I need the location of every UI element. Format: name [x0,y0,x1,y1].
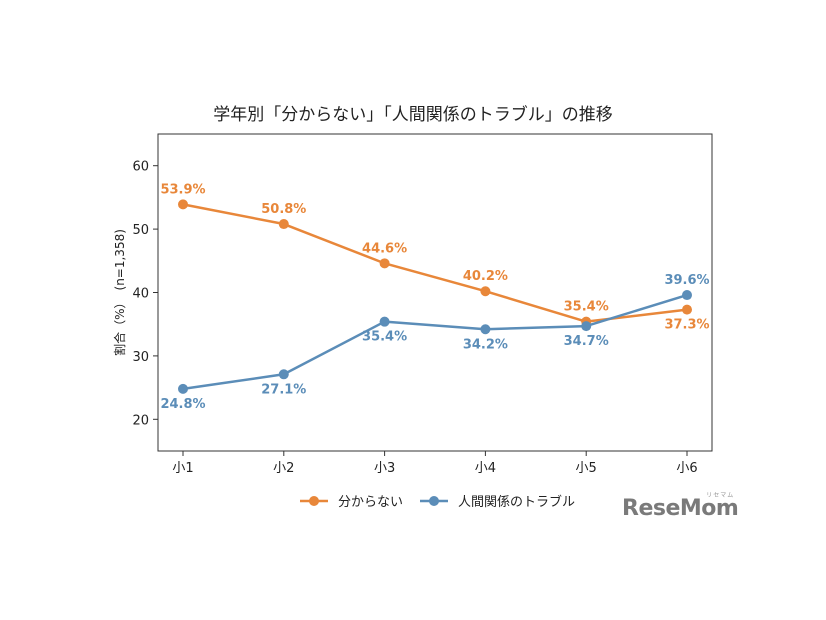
data-point [682,304,692,315]
data-label: 50.8% [261,202,306,217]
data-point [178,199,188,210]
data-point [379,316,390,327]
x-tick-label: 小5 [576,461,597,476]
y-tick-label: 30 [132,350,149,365]
resemom-logo: ReseMom リセマム [622,492,739,521]
logo-text: ReseMom [622,496,739,521]
data-label: 39.6% [664,273,709,288]
data-label: 35.4% [362,330,407,345]
series-line-2 [182,293,688,391]
legend-label: 分からない [338,495,403,510]
y-tick-label: 20 [132,413,149,428]
x-tick-label: 小1 [172,461,193,476]
y-axis-label: 割合（%） (n=1,358) [112,229,127,356]
legend-label: 人間関係のトラブル [458,494,575,510]
data-label: 44.6% [362,241,407,256]
x-tick-label: 小2 [273,461,294,476]
x-tick-label: 小4 [475,461,496,476]
data-label: 34.2% [463,337,508,352]
data-point [178,383,188,394]
data-point [480,286,491,297]
x-tick-label: 小6 [676,461,697,476]
data-label: 27.1% [261,382,306,397]
data-label: 24.8% [160,397,205,412]
data-point [379,258,390,269]
data-label: 34.7% [564,334,609,349]
chart-title: 学年別「分からない」「人間関係のトラブル」の推移 [213,105,613,125]
data-point [581,321,592,332]
plot-frame [157,133,713,452]
legend-swatch-marker [309,496,319,506]
data-point [480,324,491,335]
data-point [278,369,289,380]
data-label: 37.3% [664,318,709,333]
data-label: 35.4% [564,300,609,315]
data-point [278,219,289,230]
y-tick-label: 60 [132,160,149,175]
data-label: 53.9% [160,182,205,197]
series-line-1 [182,203,688,323]
data-point [682,290,692,301]
legend-swatch-marker [429,496,439,506]
y-tick-label: 40 [132,287,149,302]
logo-ruby: リセマム [706,492,735,499]
data-label: 40.2% [463,269,508,284]
x-tick-label: 小3 [374,461,395,476]
y-tick-label: 50 [132,223,149,238]
